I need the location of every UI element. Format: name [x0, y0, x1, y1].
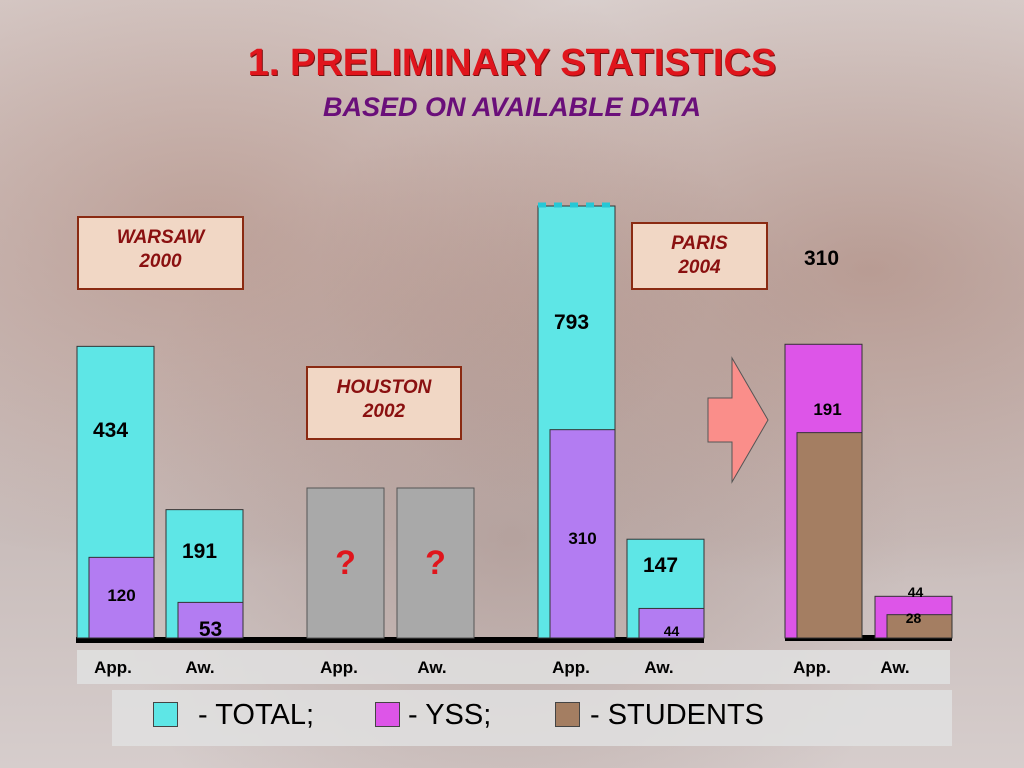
data-label-yss: 310 — [804, 247, 839, 270]
legend-label-students: - STUDENTS — [590, 699, 764, 731]
data-label-total: 434 — [93, 419, 128, 442]
bar-yss — [88, 556, 155, 639]
data-label-total: 191 — [182, 540, 217, 563]
data-label-yss: 53 — [199, 618, 222, 641]
baseline-right — [785, 635, 952, 641]
city-name: WARSAW — [116, 227, 205, 248]
x-tick-label: Aw. — [185, 658, 214, 677]
city-year: 2004 — [678, 257, 721, 278]
x-tick-label: App. — [320, 658, 358, 677]
baseline-left — [76, 637, 704, 643]
data-label-unknown: ? — [335, 544, 356, 582]
slide-title: 1. PRELIMINARY STATISTICS — [247, 42, 777, 84]
data-label-total: 147 — [643, 554, 678, 577]
legend-swatch-yss — [375, 702, 400, 727]
legend-swatch-total — [153, 702, 178, 727]
data-label-students: 28 — [906, 610, 922, 626]
x-tick-label: App. — [793, 658, 831, 677]
slide-subtitle: BASED ON AVAILABLE DATA — [323, 92, 701, 122]
bar-yss — [177, 601, 244, 639]
houston-label-box: HOUSTON 2002 — [306, 366, 462, 440]
arrow-icon — [707, 356, 769, 484]
bar-yss — [638, 607, 705, 639]
legend-label-yss: - YSS; — [408, 699, 492, 731]
city-year: 2002 — [362, 401, 406, 422]
bar-yss — [549, 429, 616, 639]
legend-label-total: - TOTAL; — [198, 699, 315, 731]
data-label-yss: 310 — [568, 529, 596, 548]
bar-students — [886, 614, 953, 639]
data-label-total: 793 — [554, 311, 589, 334]
data-label-unknown: ? — [425, 544, 446, 582]
data-label-yss: 44 — [664, 623, 680, 639]
data-label-yss: 120 — [107, 586, 135, 605]
city-year: 2000 — [139, 251, 182, 272]
x-tick-label: Aw. — [417, 658, 446, 677]
x-tick-label: Aw. — [880, 658, 909, 677]
data-label-yss: 44 — [908, 584, 924, 600]
bar-students — [796, 432, 863, 639]
legend: - TOTAL; - YSS; - STUDENTS — [112, 690, 952, 746]
data-label-students: 191 — [813, 400, 841, 419]
x-tick-label: App. — [94, 658, 132, 677]
city-name: PARIS — [671, 233, 728, 254]
bar-unknown — [396, 487, 475, 639]
warsaw-label-box: WARSAW 2000 — [77, 216, 244, 290]
category-label-strip — [77, 650, 950, 684]
x-tick-label: App. — [552, 658, 590, 677]
city-name: HOUSTON — [336, 377, 432, 398]
paris-label-box: PARIS 2004 — [631, 222, 768, 290]
legend-swatch-students — [555, 702, 580, 727]
bar-unknown — [306, 487, 385, 639]
x-tick-label: Aw. — [644, 658, 673, 677]
